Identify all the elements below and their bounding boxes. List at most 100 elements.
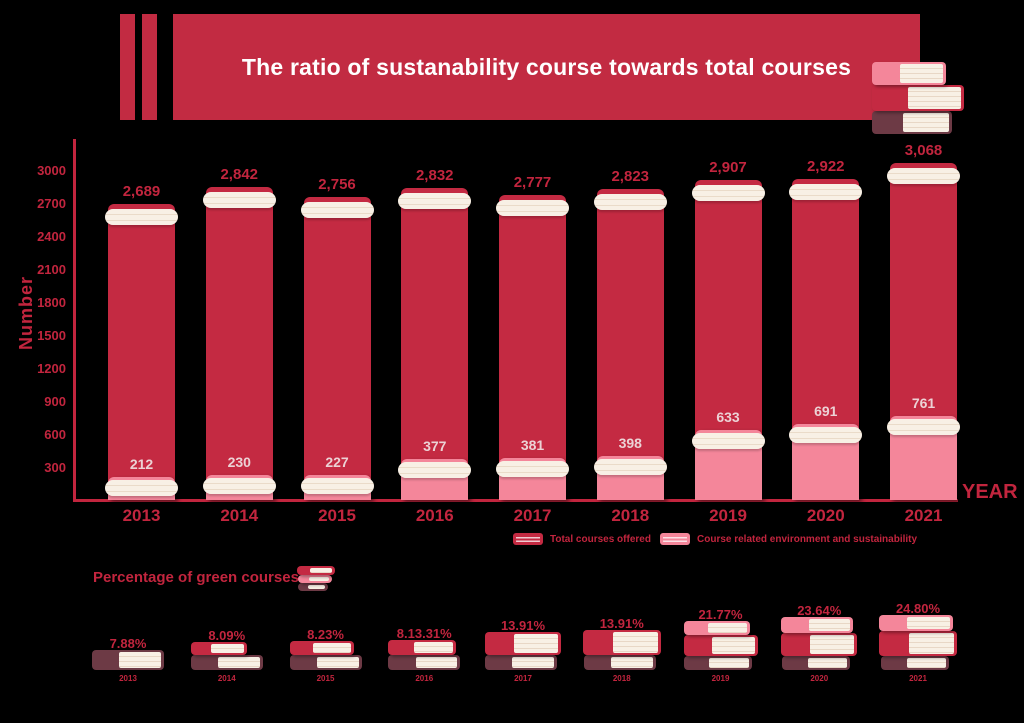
y-tick-label: 1200 (37, 361, 66, 376)
percentage-year-label: 2017 (514, 674, 532, 683)
book-pages-band (202, 192, 276, 209)
x-axis-line (73, 499, 958, 502)
percentage-value-label: 8.13.31% (396, 626, 452, 641)
bar-green-2014 (202, 474, 276, 500)
pct-2021-book-maroon (881, 656, 949, 670)
bar-green-2016 (398, 458, 472, 500)
header-book-pages (907, 87, 961, 109)
pct-2021-book-red (879, 631, 957, 656)
bar-green-2021 (887, 416, 960, 500)
green-value-label: 761 (911, 395, 936, 412)
percentage-year-label: 2013 (119, 674, 137, 683)
book-pages-band (496, 461, 569, 478)
book-pages-band (691, 433, 765, 450)
total-value-label: 3,068 (904, 141, 943, 159)
book-pages-band (887, 419, 960, 436)
book-pages-band (593, 194, 667, 211)
y-tick-label: 300 (44, 460, 66, 475)
header-book-red (872, 85, 964, 111)
pct-2015-book-maroon (289, 655, 362, 670)
pct-2018-book-pages (611, 657, 653, 668)
book-pages-band (691, 185, 765, 202)
book-pages-band (496, 199, 569, 216)
x-axis-title: YEAR (962, 481, 1018, 503)
bar-total-2017 (496, 194, 569, 500)
total-courses-book-icon (513, 533, 543, 545)
x-tick-label: 2021 (904, 506, 943, 525)
percentage-value-label: 21.77% (698, 607, 743, 622)
green-value-label: 633 (716, 409, 740, 426)
percentage-year-label: 2021 (909, 674, 927, 683)
pct-2013-book-pages (119, 652, 161, 668)
header-accent-bar (120, 14, 135, 120)
header-book-pages (900, 64, 943, 83)
header-book-pages (902, 113, 949, 132)
pct-title-book-maroon (298, 583, 328, 591)
pct-2016-book-pages (413, 642, 454, 653)
pct-2016-book-red (388, 640, 457, 655)
x-tick-label: 2019 (709, 506, 747, 525)
green-value-label: 230 (227, 453, 251, 470)
y-tick-label: 2700 (37, 196, 66, 211)
x-tick-label: 2016 (415, 506, 454, 525)
y-tick-label: 3000 (37, 163, 66, 178)
pct-2019-book-pages (708, 623, 747, 633)
pct-2018-book-red (582, 630, 661, 655)
pct-2019-book-pink (683, 621, 750, 635)
pct-2020-book-red (781, 633, 858, 656)
x-tick-label: 2014 (220, 506, 259, 525)
pct-title-book-pages (309, 577, 329, 581)
percentage-value-label: 23.64% (797, 603, 842, 618)
title-banner: The ratio of sustanability course toward… (173, 14, 920, 120)
book-pages-band (789, 426, 863, 443)
pct-2017-book-pages (512, 657, 554, 668)
page-title: The ratio of sustanability course toward… (241, 53, 852, 80)
book-pages-band (887, 167, 960, 184)
percentage-year-label: 2020 (810, 674, 829, 683)
legend-item-green-courses: Course related environment and sustainab… (660, 533, 917, 545)
pct-2021-book-pages (907, 617, 950, 629)
y-tick-label: 900 (44, 394, 66, 409)
pct-2020-book-pages (808, 619, 851, 631)
pct-2020-book-pink (781, 617, 854, 633)
percentage-year-label: 2014 (217, 674, 236, 683)
pct-2014-book-red (190, 642, 247, 655)
book-pages-band (398, 193, 472, 210)
percentage-value-label: 8.09% (208, 628, 246, 643)
pct-2017-book-red (485, 632, 561, 655)
pct-2019-book-pages (711, 637, 755, 654)
total-value-label: 2,689 (122, 183, 161, 201)
pct-2015-book-red (289, 641, 354, 655)
green-value-label: 398 (618, 435, 642, 452)
x-tick-label: 2015 (318, 506, 356, 525)
pct-2021-book-pages (906, 658, 946, 668)
x-tick-label: 2018 (611, 506, 650, 525)
book-pages-band (593, 459, 667, 476)
total-value-label: 2,922 (806, 157, 845, 175)
percentage-year-label: 2019 (711, 674, 730, 683)
pct-2013-book-maroon (92, 650, 164, 670)
book-pages-band (202, 477, 276, 494)
bar-green-2019 (691, 430, 765, 500)
pct-2017-book-pages (513, 634, 558, 653)
pct-2015-book-pages (316, 657, 359, 668)
y-tick-label: 1500 (37, 328, 66, 343)
pct-2018-book-pages (612, 632, 658, 653)
book-pages-band (789, 183, 863, 200)
pct-2021-book-pages (908, 633, 954, 654)
pct-2018-book-maroon (583, 655, 656, 670)
pct-2019-book-maroon (683, 656, 752, 670)
total-value-label: 2,907 (709, 159, 747, 177)
pct-2015-book-pages (313, 643, 351, 653)
legend-label-total: Total courses offered (550, 533, 651, 545)
green-courses-book-icon (660, 533, 690, 545)
y-tick-label: 600 (44, 427, 66, 442)
percentage-section-title: Percentage of green courses (93, 569, 299, 586)
percentage-year-label: 2018 (612, 674, 631, 683)
y-axis-line (73, 139, 76, 502)
pct-2014-book-pages (218, 657, 260, 668)
book-pages-band (105, 209, 178, 226)
y-tick-label: 1800 (37, 295, 66, 310)
legend-label-green: Course related environment and sustainab… (697, 533, 918, 545)
bar-total-2014 (202, 187, 276, 500)
